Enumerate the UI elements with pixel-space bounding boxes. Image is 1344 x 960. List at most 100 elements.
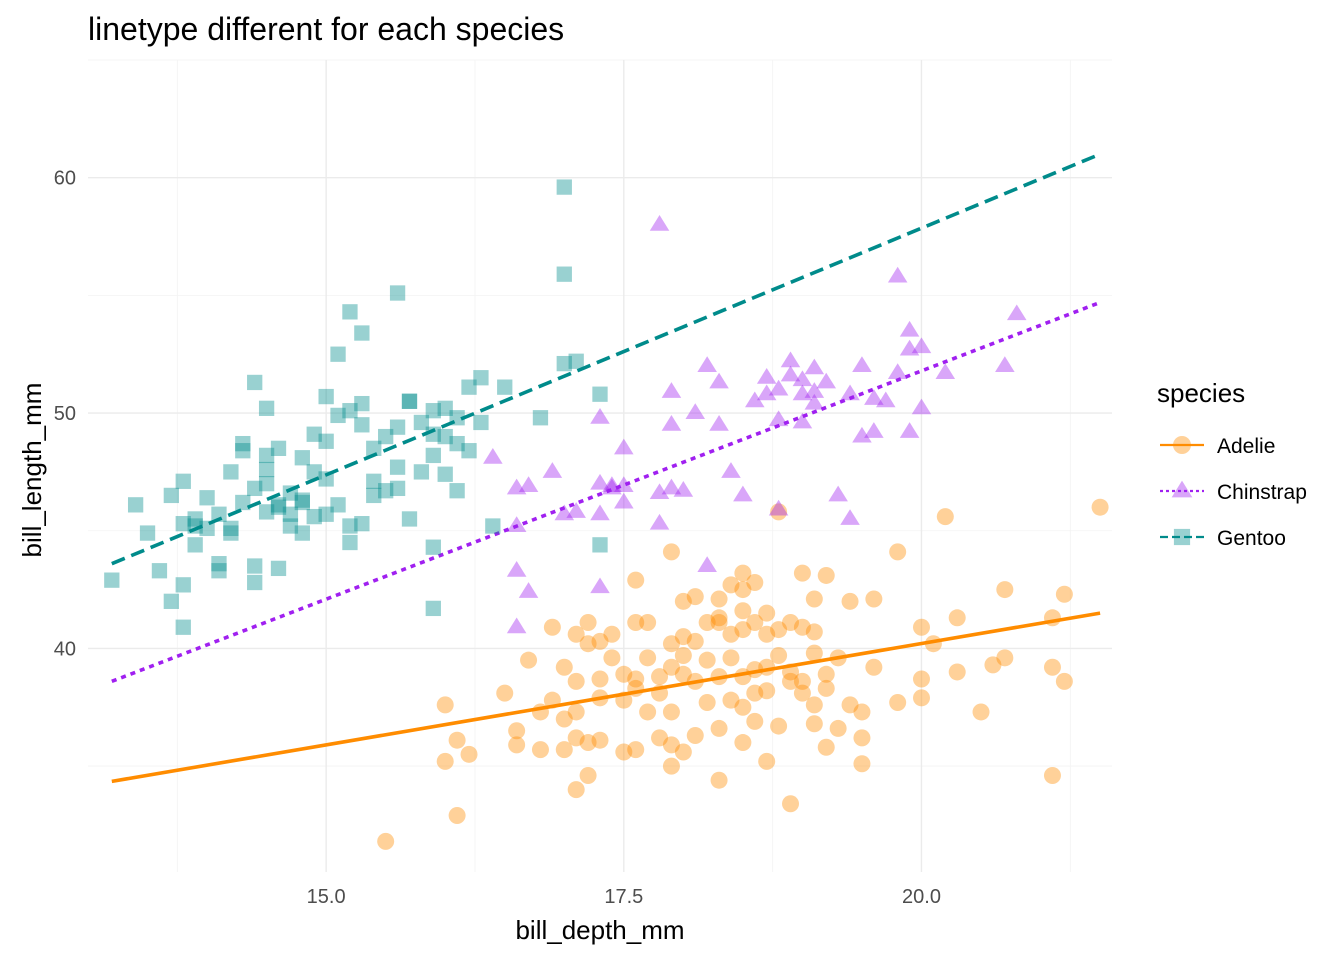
gentoo-point — [449, 483, 465, 499]
chinstrap-point — [673, 480, 694, 497]
gentoo-point — [342, 304, 358, 320]
adelie-point — [805, 644, 823, 662]
chinstrap-point — [780, 365, 801, 382]
adelie-point — [865, 590, 883, 608]
adelie-point — [841, 696, 859, 714]
gentoo-point — [258, 447, 275, 464]
gentoo-point — [139, 525, 156, 541]
y-tick-label: 40 — [54, 638, 76, 660]
adelie-point — [591, 670, 609, 688]
adelie-point — [972, 703, 990, 721]
adelie-point — [996, 581, 1014, 599]
chinstrap-point — [852, 426, 872, 443]
adelie-point — [591, 731, 609, 749]
gentoo-point — [330, 346, 346, 362]
gentoo-point — [389, 459, 406, 475]
regression-lines — [111, 152, 1101, 784]
adelie-point — [770, 621, 788, 639]
chinstrap-point — [911, 398, 932, 415]
adelie-point — [1043, 658, 1061, 676]
adelie-point — [722, 576, 740, 594]
adelie-point — [686, 672, 704, 690]
data-points — [104, 179, 1109, 850]
adelie-point — [734, 668, 752, 686]
adelie-point — [770, 646, 788, 664]
chinstrap-point — [804, 382, 825, 398]
chinstrap-point — [745, 391, 765, 408]
legend-key-gentoo — [1173, 528, 1191, 546]
chinstrap-point — [661, 415, 682, 431]
chinstrap-point — [614, 476, 634, 492]
gentoo-point — [473, 414, 489, 431]
adelie-point — [793, 618, 811, 636]
adelie-point — [722, 625, 740, 643]
adelie-point — [710, 609, 728, 627]
adelie-point — [996, 649, 1014, 667]
chinstrap-point — [887, 266, 908, 283]
adelie-point — [722, 649, 740, 667]
adelie-point — [579, 767, 597, 785]
gentoo-point — [151, 563, 168, 579]
adelie-point — [746, 712, 764, 730]
gentoo-point — [163, 593, 179, 609]
adelie-point — [1091, 498, 1109, 516]
adelie-point — [567, 781, 585, 799]
adelie-point — [805, 590, 823, 608]
gentoo-point — [342, 403, 358, 419]
adelie-fit-line — [111, 611, 1101, 784]
adelie-point — [627, 614, 645, 632]
adelie-point — [603, 649, 621, 667]
gentoo-point — [461, 379, 477, 395]
gentoo-point — [306, 508, 322, 525]
gentoo-point — [389, 419, 406, 435]
adelie-point — [793, 672, 811, 690]
chinstrap-point — [649, 513, 670, 530]
adelie-point — [615, 665, 633, 683]
gentoo-point — [270, 560, 287, 577]
legend-item-gentoo: Gentoo — [1160, 527, 1286, 550]
legend-key-adelie — [1173, 436, 1191, 454]
adelie-point — [674, 592, 692, 610]
adelie-point — [508, 736, 526, 754]
chinstrap-point — [506, 478, 527, 495]
chinstrap-fit-line — [111, 300, 1101, 684]
adelie-point — [889, 543, 907, 561]
legend-label-gentoo: Gentoo — [1217, 527, 1286, 550]
adelie-point — [674, 665, 692, 683]
adelie-point — [912, 618, 930, 636]
chinstrap-point — [911, 337, 932, 354]
adelie-point — [674, 646, 692, 664]
x-tick-label: 17.5 — [604, 886, 643, 908]
chinstrap-point — [768, 410, 789, 427]
chinstrap-point — [697, 556, 717, 573]
gentoo-point — [342, 534, 358, 551]
chinstrap-point — [685, 403, 706, 420]
chinstrap-point — [697, 356, 717, 372]
adelie-point — [448, 731, 466, 749]
chinstrap-point — [649, 483, 670, 500]
gentoo-point — [425, 403, 441, 419]
adelie-point — [579, 635, 597, 653]
gentoo-point — [211, 563, 227, 579]
gentoo-point — [235, 494, 251, 511]
chinstrap-point — [816, 372, 837, 389]
series-adelie — [377, 498, 1109, 850]
gentoo-point — [354, 417, 370, 433]
gentoo-point — [306, 426, 322, 442]
adelie-point — [567, 625, 585, 643]
legend-item-chinstrap: Chinstrap — [1160, 480, 1307, 504]
adelie-point — [734, 734, 752, 752]
adelie-point — [543, 691, 561, 709]
chinstrap-point — [661, 478, 682, 495]
adelie-point — [746, 661, 764, 679]
chinstrap-point — [590, 473, 610, 490]
adelie-point — [936, 508, 954, 526]
chinstrap-point — [518, 476, 539, 492]
chinstrap-point — [483, 448, 503, 464]
adelie-point — [853, 755, 871, 773]
adelie-point — [805, 715, 823, 733]
gentoo-point — [270, 440, 287, 456]
chinstrap-point — [840, 384, 860, 401]
gentoo-point — [318, 433, 334, 449]
